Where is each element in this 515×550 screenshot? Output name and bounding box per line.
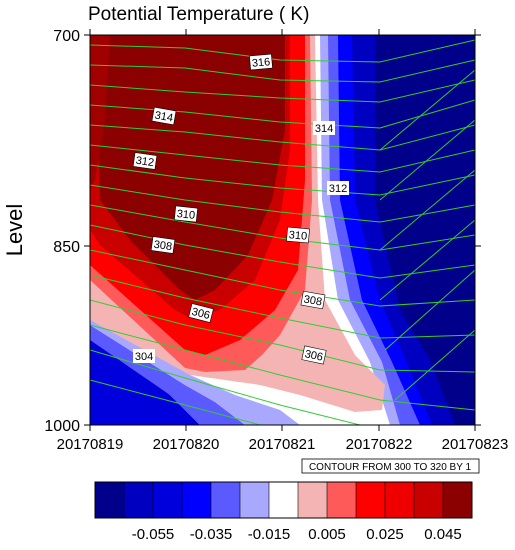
contour-label-text: 312 <box>329 183 347 195</box>
contour-line <box>90 164 475 196</box>
contour-label-text: 308 <box>153 239 173 253</box>
contour-line <box>90 184 475 223</box>
colorbar-cell <box>414 482 444 518</box>
field-region <box>90 35 110 190</box>
contour-label: 316 <box>249 53 273 71</box>
colorbar-cell <box>124 482 154 518</box>
x-tick-label: 20170821 <box>249 436 316 453</box>
colorbar-tick-label: 0.005 <box>308 526 346 543</box>
contour-label: 308 <box>300 290 326 310</box>
colorbar-frame <box>94 481 473 519</box>
contour-label-text: 310 <box>288 229 307 243</box>
colorbar-cell <box>269 482 299 518</box>
chart-title: Potential Temperature ( K) <box>88 4 309 25</box>
contour-line <box>90 39 475 63</box>
y-tick-label: 1000 <box>44 418 80 435</box>
contour-label-text: 306 <box>304 348 324 364</box>
colorbar-cell <box>356 482 386 518</box>
colorbar-cell <box>211 482 241 518</box>
contour-label-text: 304 <box>135 351 153 363</box>
contour-label-text: 306 <box>190 306 211 322</box>
contour-label: 314 <box>313 121 335 135</box>
contour-line <box>90 299 475 373</box>
contour-line <box>90 124 475 151</box>
colorbar-tick-label: 0.045 <box>424 526 462 543</box>
contour-line <box>90 99 475 129</box>
colorbar-tick-label: -0.035 <box>190 526 233 543</box>
contour-line <box>379 219 475 301</box>
contour-line <box>90 249 475 307</box>
x-tick-label: 20170819 <box>57 436 124 453</box>
colorbar-cell <box>182 482 212 518</box>
colorbar-cell <box>298 482 328 518</box>
contour-lines <box>90 39 475 425</box>
x-tick-label: 20170822 <box>346 436 413 453</box>
colorbar-tick-label: 0.025 <box>366 526 404 543</box>
contour-label: 312 <box>132 152 158 170</box>
plot-area: 316 314 314 312 312 310 <box>90 35 475 425</box>
colorbar-cell <box>443 482 473 518</box>
contour-label-text: 308 <box>303 293 323 308</box>
contour-label: 306 <box>188 303 214 323</box>
contour-labels: 316 314 314 312 312 310 <box>132 53 349 365</box>
contour-label-text: 316 <box>251 56 270 70</box>
contour-line <box>379 119 475 201</box>
colorbar-cell <box>153 482 183 518</box>
contour-line <box>90 59 475 83</box>
contour-line <box>394 329 475 401</box>
colorbar-cell <box>240 482 270 518</box>
contour-info-text: CONTOUR FROM 300 TO 320 BY 1 <box>309 462 472 473</box>
contour-label: 308 <box>150 236 176 254</box>
contour-label: 310 <box>173 205 199 223</box>
contour-info-box: CONTOUR FROM 300 TO 320 BY 1 <box>301 458 480 474</box>
colorbar-tick-label: -0.055 <box>132 526 175 543</box>
contour-label: 314 <box>151 106 177 126</box>
y-axis: 700 850 1000 Level <box>2 28 481 435</box>
field-region <box>95 35 285 300</box>
contour-label: 312 <box>327 181 349 195</box>
colorbar <box>95 482 473 518</box>
contour-line <box>90 79 475 103</box>
x-axis: 20170819 20170820 20170821 20170822 2017… <box>57 29 509 453</box>
colorbar-labels: -0.055 -0.035 -0.015 0.005 0.025 0.045 <box>132 526 462 543</box>
colorbar-tick-label: -0.015 <box>248 526 291 543</box>
field-region <box>90 325 245 425</box>
contour-line <box>90 349 363 425</box>
contour-line <box>379 69 475 151</box>
contour-line <box>90 274 475 339</box>
contour-line <box>90 379 261 425</box>
contour-line <box>90 324 475 411</box>
contour-line <box>90 144 475 173</box>
contour-label-text: 312 <box>135 155 155 169</box>
contour-label-text: 314 <box>154 109 174 124</box>
contour-label: 304 <box>133 349 155 363</box>
colorbar-cell <box>385 482 415 518</box>
x-tick-label: 20170820 <box>153 436 220 453</box>
y-axis-label: Level <box>2 204 27 257</box>
x-tick-label: 20170823 <box>442 436 509 453</box>
colorbar-cell <box>327 482 357 518</box>
colorbar-cell <box>95 482 125 518</box>
contour-line <box>384 269 475 351</box>
contour-label: 306 <box>301 345 327 365</box>
contour-line <box>90 204 475 251</box>
contour-label-text: 310 <box>176 208 196 222</box>
contour-line <box>379 169 475 251</box>
contour-label-text: 314 <box>315 123 333 135</box>
field-region <box>90 315 300 425</box>
contour-label: 310 <box>286 226 310 244</box>
y-tick-label: 700 <box>53 28 80 45</box>
y-tick-label: 850 <box>53 239 80 256</box>
